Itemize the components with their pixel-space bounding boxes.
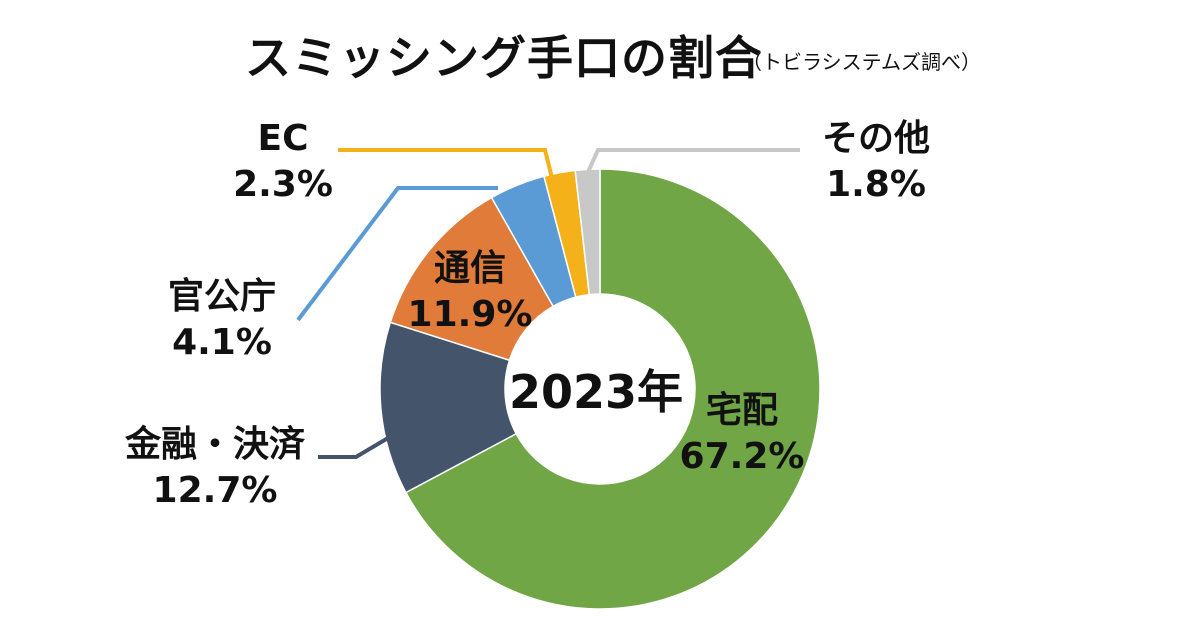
slice-2: [379, 321, 518, 494]
slice-label-4: 官公庁: [168, 276, 276, 317]
leader-line-4: [296, 186, 498, 322]
leader-line-6: [586, 148, 800, 173]
slice-label-5: EC: [257, 118, 308, 159]
slice-6: [574, 168, 601, 296]
slice-value-3: 11.9%: [408, 294, 533, 335]
slice-value-5: 2.3%: [233, 164, 333, 205]
center-label: 2023年: [509, 365, 683, 419]
slice-value-2: 12.7%: [153, 470, 278, 511]
chart-title: スミッシング手口の割合: [245, 31, 762, 85]
slice-3: [389, 196, 555, 362]
slice-1: [404, 168, 821, 610]
slice-label-2: 金融・決済: [124, 423, 305, 465]
leader-line-2: [318, 436, 390, 459]
leader-line-5: [338, 148, 554, 179]
slice-label-1: 宅配: [706, 389, 778, 431]
slice-value-6: 1.8%: [826, 164, 926, 205]
slice-value-4: 4.1%: [172, 322, 272, 363]
chart-source-note: （トビラシステムズ調べ）: [742, 50, 981, 74]
slice-label-3: 通信: [434, 248, 506, 289]
slice-label-6: その他: [822, 118, 930, 159]
slice-value-1: 67.2%: [680, 436, 805, 477]
